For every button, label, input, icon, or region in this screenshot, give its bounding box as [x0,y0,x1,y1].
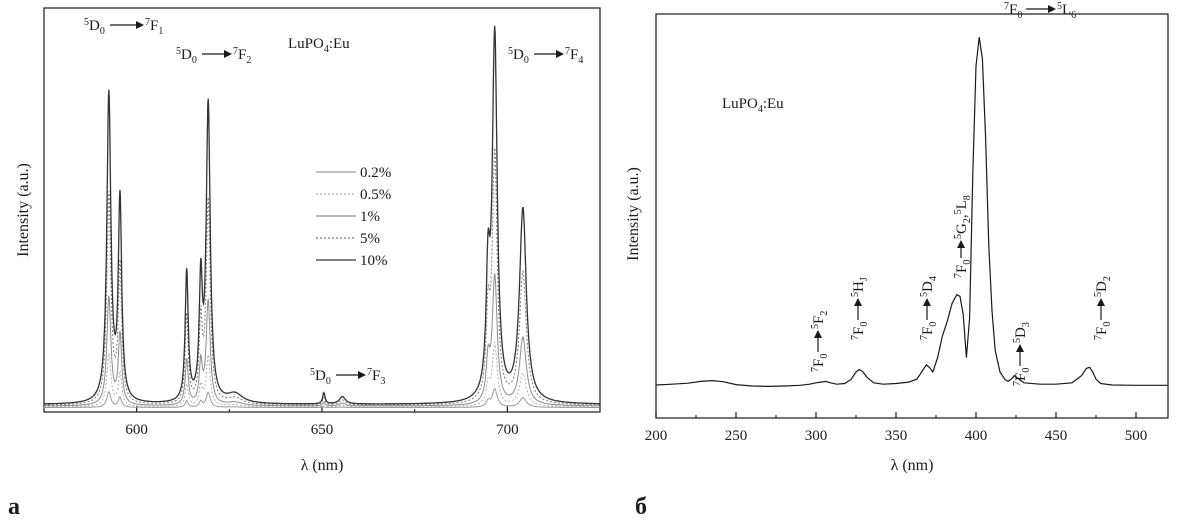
svg-text:5D3: 5D3 [1012,322,1032,343]
svg-text:5G2,5L8: 5G2,5L8 [953,195,973,239]
chart-a-annotation-5d0-7f3: 5D0 7F3 [310,367,385,387]
panel-label-b: б [635,494,647,520]
chart-b-sample-label: LuPO4:Eu [722,96,784,115]
chart-b-x-tick-label: 300 [805,428,828,444]
chart-a-frame [43,7,601,413]
svg-text:5D4: 5D4 [919,276,939,297]
chart-b-x-axis-title: λ (nm) [891,457,934,474]
chart-b: 200 250 300 350 400 450 500 λ (nm) Intensity (… [625,1,1169,474]
chart-b-annotation-7f0-5l6: 7F0 5L6 [1004,1,1076,21]
chart-a-legend-label: 10% [360,253,388,269]
chart-b-annotation-7f0-5d2: 7F0 5D2 [1093,276,1113,340]
chart-b-annotation-7f0-5hj: 7F0 5HJ [850,277,870,340]
svg-text:5HJ: 5HJ [850,277,870,297]
chart-b-series-line [655,37,1168,388]
chart-a: 600 650 700 λ (nm) Intensity (a.u.) LuPO4:… [15,7,601,474]
svg-text:5F2: 5F2 [810,311,830,329]
chart-b-y-axis-title: Intensity (a.u.) [625,167,642,261]
chart-a-x-tick-label: 700 [496,422,519,438]
chart-a-legend-label: 5% [360,231,380,247]
svg-text:7F0: 7F0 [1093,322,1113,340]
chart-a-series-group [43,25,600,408]
svg-text:7F0: 7F0 [919,322,939,340]
svg-text:5L6: 5L6 [1057,1,1076,21]
chart-a-legend-label: 1% [360,209,380,225]
svg-text:7F0: 7F0 [1012,368,1032,386]
chart-a-annotation-5d0-7f2: 5D0 7F2 [176,46,251,66]
chart-a-series-line-5pct [44,147,600,406]
chart-a-legend-label: 0.5% [360,187,391,203]
svg-text:5D2: 5D2 [1093,276,1113,297]
chart-a-x-tick-label: 600 [125,422,148,438]
chart-b-annotation-7f0-5f2: 7F0 5F2 [810,311,830,372]
svg-text:7F3: 7F3 [367,367,385,387]
chart-a-series-line-1pct [44,273,600,407]
chart-a-sample-label: LuPO4:Eu [288,36,350,55]
chart-b-x-tick-label: 400 [965,428,988,444]
chart-a-annotation-5d0-7f4: 5D0 7F4 [508,46,583,66]
chart-a-series-line-0_5pct [43,340,600,408]
chart-b-x-tick-label: 350 [885,428,908,444]
chart-b-annotation-7f0-5g2-5l8: 7F0 5G2,5L8 [953,195,973,278]
chart-a-x-axis: 600 650 700 [43,406,601,438]
chart-b-annotation-7f0-5d3: 7F0 5D3 [1012,322,1032,386]
chart-a-x-tick-label: 650 [311,422,334,438]
svg-text:7F0: 7F0 [810,354,830,372]
chart-a-series-line-10pct [44,25,600,405]
chart-b-x-tick-label: 500 [1125,428,1148,444]
svg-text:7F0: 7F0 [850,322,870,340]
svg-text:5D0: 5D0 [310,367,331,387]
chart-b-annotation-7f0-5d4: 7F0 5D4 [919,276,939,340]
chart-a-annotation-5d0-7f1: 5D0 7F1 [84,17,163,37]
chart-a-x-axis-title: λ (nm) [301,457,344,474]
svg-text:7F4: 7F4 [565,46,583,66]
chart-a-legend-label: 0.2% [360,165,391,181]
panel-label-a: а [8,494,20,520]
chart-a-legend: 0.2% 0.5% 1% 5% 10% [316,165,391,269]
chart-b-series-group [655,37,1168,388]
svg-text:7F0: 7F0 [1004,1,1022,21]
chart-a-y-axis-title: Intensity (a.u.) [15,163,32,257]
svg-text:5D0: 5D0 [508,46,529,66]
chart-b-x-tick-label: 450 [1045,428,1068,444]
chart-b-x-tick-label: 200 [645,428,668,444]
chart-b-x-axis: 200 250 300 350 400 450 500 [645,412,1148,444]
svg-text:7F0: 7F0 [953,260,973,278]
svg-text:7F2: 7F2 [233,46,251,66]
chart-b-x-tick-label: 250 [725,428,748,444]
svg-text:7F1: 7F1 [145,17,163,37]
svg-text:5D0: 5D0 [176,46,197,66]
svg-text:5D0: 5D0 [84,17,105,37]
chart-a-series-line-0_2pct [44,387,600,408]
chart-b-frame [655,13,1169,419]
